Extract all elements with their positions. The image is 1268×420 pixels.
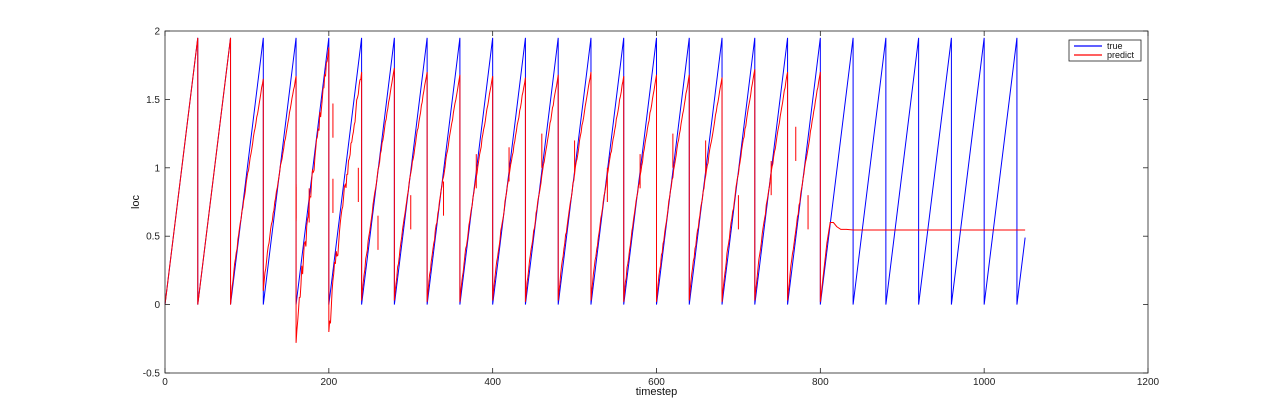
legend-label-predict: predict [1107, 50, 1135, 60]
x-tick-label: 1000 [973, 377, 996, 388]
x-tick-label: 0 [162, 377, 168, 388]
tick-layer: 0 200 400 600 800 1000 1200-0.500.511.52 [143, 27, 1160, 389]
y-tick-label: -0.5 [143, 369, 161, 380]
legend-box [1068, 39, 1142, 62]
x-tick-label: 400 [484, 377, 501, 388]
y-tick-label: 2 [154, 27, 160, 38]
legend: true predict [1068, 39, 1142, 62]
y-tick-label: 1.5 [146, 95, 160, 106]
x-tick-label: 200 [320, 377, 337, 388]
y-tick-label: 1 [154, 163, 160, 174]
y-axis-label: loc [130, 194, 142, 209]
y-tick-label: 0.5 [146, 232, 160, 243]
x-tick-label: 800 [812, 377, 829, 388]
series-layer [164, 37, 1026, 343]
x-axis-label: timestep [636, 386, 678, 398]
series-line-predict [164, 37, 1026, 343]
legend-label-true: true [1107, 41, 1123, 51]
x-tick-label: 600 [648, 377, 665, 388]
x-tick-label: 1200 [1137, 377, 1160, 388]
y-tick-label: 0 [154, 300, 160, 311]
